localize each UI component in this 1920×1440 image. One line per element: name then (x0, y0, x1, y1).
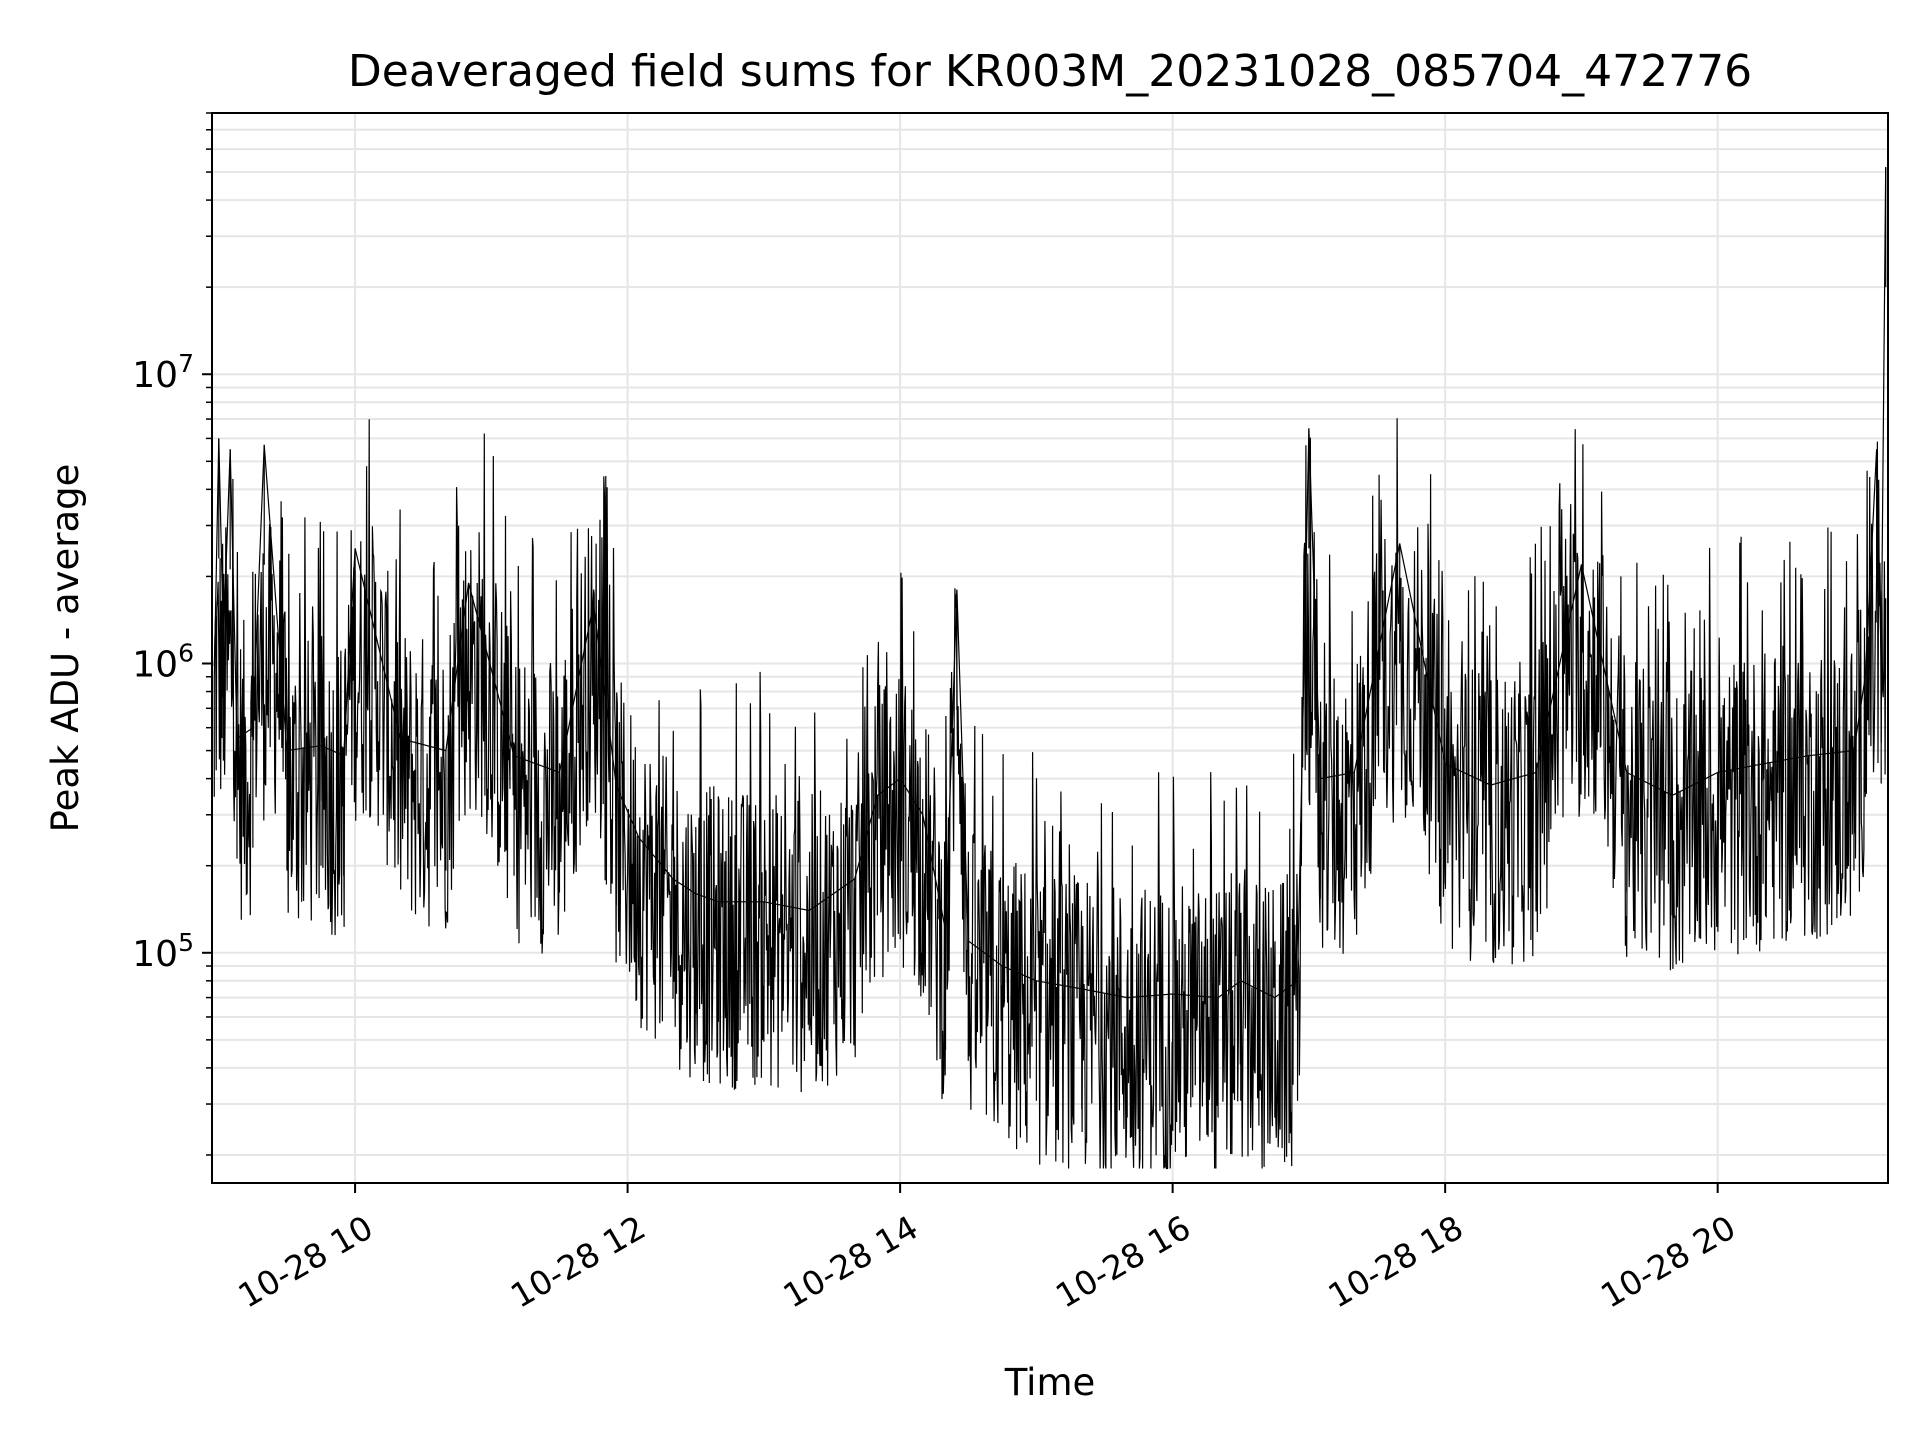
x-axis-label: Time (1004, 1361, 1096, 1404)
data-line (213, 167, 1887, 999)
data-series (213, 167, 1887, 1170)
y-tick-label: 107 (132, 349, 194, 396)
y-tick-label: 105 (132, 928, 194, 975)
data-line-noise (213, 418, 1887, 1170)
plot-frame (211, 112, 1889, 1184)
chart-title: Deaveraged field sums for KR003M_2023102… (348, 46, 1752, 97)
y-tick-label: 106 (132, 639, 194, 686)
y-axis-label: Peak ADU - average (44, 464, 87, 833)
